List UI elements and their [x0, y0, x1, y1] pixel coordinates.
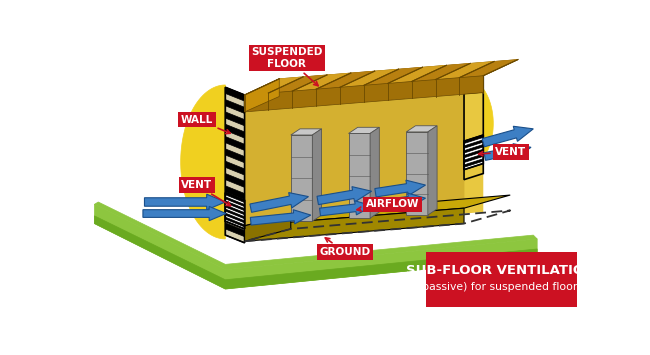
Polygon shape [292, 73, 351, 91]
Polygon shape [464, 135, 484, 170]
Text: WALL: WALL [181, 115, 230, 133]
FancyArrow shape [317, 187, 372, 204]
Polygon shape [226, 223, 244, 237]
Polygon shape [226, 124, 244, 138]
Polygon shape [94, 202, 537, 270]
Text: AIRFLOW: AIRFLOW [357, 199, 419, 211]
Polygon shape [226, 137, 244, 151]
Polygon shape [464, 125, 484, 137]
Text: SUB-FLOOR VENTILATION: SUB-FLOOR VENTILATION [406, 264, 595, 277]
Polygon shape [226, 198, 244, 212]
Text: SUSPENDED
FLOOR: SUSPENDED FLOOR [252, 47, 322, 86]
Polygon shape [244, 79, 280, 112]
Polygon shape [464, 76, 484, 180]
Polygon shape [411, 64, 470, 82]
Polygon shape [291, 135, 313, 221]
Polygon shape [226, 100, 244, 114]
Text: VENT: VENT [181, 180, 231, 206]
FancyArrow shape [143, 206, 226, 221]
Polygon shape [464, 140, 484, 148]
Polygon shape [460, 60, 518, 78]
Polygon shape [226, 209, 244, 219]
Polygon shape [226, 87, 244, 243]
Polygon shape [316, 71, 374, 89]
Polygon shape [464, 76, 484, 87]
Polygon shape [226, 193, 244, 229]
FancyBboxPatch shape [426, 252, 577, 307]
Polygon shape [226, 193, 244, 202]
Polygon shape [464, 159, 484, 167]
Polygon shape [226, 217, 244, 227]
Polygon shape [348, 127, 380, 133]
Polygon shape [464, 113, 484, 124]
Polygon shape [370, 127, 380, 218]
Polygon shape [226, 161, 244, 175]
Polygon shape [406, 126, 437, 132]
Polygon shape [464, 137, 484, 149]
Polygon shape [348, 133, 370, 218]
Polygon shape [464, 135, 484, 143]
Polygon shape [94, 216, 537, 289]
Polygon shape [226, 149, 244, 163]
FancyArrow shape [484, 144, 531, 160]
Polygon shape [464, 154, 484, 163]
Polygon shape [226, 205, 244, 215]
Polygon shape [436, 61, 494, 80]
Polygon shape [268, 75, 327, 93]
Polygon shape [226, 112, 244, 126]
Polygon shape [226, 211, 244, 224]
Polygon shape [181, 85, 226, 239]
Polygon shape [244, 93, 484, 231]
FancyArrow shape [144, 194, 226, 210]
Polygon shape [94, 204, 537, 289]
FancyArrow shape [250, 192, 309, 212]
FancyArrow shape [250, 210, 311, 225]
Text: (passive) for suspended floors: (passive) for suspended floors [419, 283, 584, 293]
Polygon shape [464, 161, 484, 174]
Text: VENT: VENT [478, 147, 526, 157]
Polygon shape [226, 213, 244, 223]
Polygon shape [406, 132, 428, 215]
Polygon shape [464, 100, 484, 112]
Polygon shape [244, 195, 510, 226]
Polygon shape [244, 77, 303, 95]
FancyArrow shape [377, 193, 426, 208]
Polygon shape [244, 76, 484, 112]
FancyArrow shape [482, 126, 534, 147]
Polygon shape [364, 67, 423, 85]
Polygon shape [244, 208, 464, 241]
Polygon shape [244, 60, 518, 95]
Text: GROUND: GROUND [319, 238, 370, 257]
Polygon shape [291, 129, 322, 135]
Polygon shape [226, 186, 244, 200]
Polygon shape [464, 88, 484, 100]
Polygon shape [226, 174, 244, 187]
Polygon shape [226, 201, 244, 211]
Polygon shape [428, 126, 437, 215]
Polygon shape [388, 65, 447, 83]
Polygon shape [313, 129, 322, 221]
Polygon shape [340, 69, 398, 87]
Polygon shape [244, 94, 464, 231]
Polygon shape [464, 144, 484, 153]
Polygon shape [464, 77, 493, 170]
Polygon shape [226, 197, 244, 207]
FancyArrow shape [320, 201, 372, 216]
Polygon shape [244, 214, 291, 241]
Polygon shape [464, 149, 484, 161]
Polygon shape [226, 87, 244, 101]
Polygon shape [464, 149, 484, 158]
FancyArrow shape [375, 180, 426, 197]
